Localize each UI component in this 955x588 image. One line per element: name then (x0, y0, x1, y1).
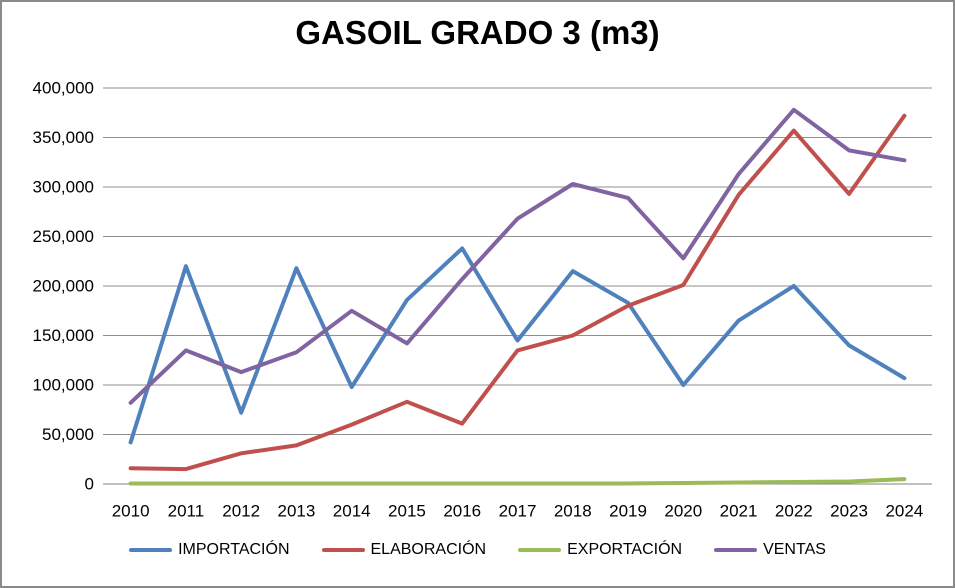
x-tick-label: 2015 (388, 502, 426, 521)
chart-legend: IMPORTACIÓN ELABORACIÓN EXPORTACIÓN VENT… (0, 541, 955, 559)
x-tick-label: 2020 (664, 502, 702, 521)
x-tick-label: 2012 (222, 502, 260, 521)
x-tick-label: 2011 (168, 502, 205, 521)
x-tick-label: 2024 (885, 502, 923, 521)
legend-label-importacion: IMPORTACIÓN (178, 541, 290, 558)
x-tick-label: 2016 (443, 502, 481, 521)
series-line-elaboracion (128, 113, 907, 472)
x-tick-label: 2010 (112, 502, 150, 521)
y-tick-label: 400,000 (33, 79, 94, 98)
legend-item-importacion: IMPORTACIÓN (129, 541, 290, 559)
legend-item-ventas: VENTAS (714, 541, 826, 559)
series-line-ventas (128, 107, 907, 405)
series-line-exportacion (128, 477, 907, 486)
legend-label-ventas: VENTAS (763, 541, 826, 558)
x-tick-label: 2014 (333, 502, 371, 521)
x-tick-label: 2022 (775, 502, 813, 521)
legend-label-elaboracion: ELABORACIÓN (370, 541, 487, 558)
chart-title: GASOIL GRADO 3 (m3) (295, 14, 660, 51)
legend-swatch-importacion (129, 548, 173, 552)
legend-swatch-exportacion (518, 548, 562, 552)
x-tick-label: 2017 (499, 502, 537, 521)
y-tick-label: 100,000 (33, 376, 94, 395)
y-tick-label: 200,000 (33, 277, 94, 296)
x-tick-label: 2021 (720, 502, 758, 521)
legend-item-exportacion: EXPORTACIÓN (518, 541, 682, 559)
series-line-importacion (128, 246, 907, 445)
y-tick-label: 50,000 (42, 425, 94, 444)
legend-label-exportacion: EXPORTACIÓN (567, 541, 683, 558)
x-tick-label: 2018 (554, 502, 592, 521)
y-tick-label: 0 (85, 475, 94, 494)
legend-item-elaboracion: ELABORACIÓN (321, 541, 487, 559)
x-tick-label: 2013 (278, 502, 316, 521)
y-tick-label: 350,000 (33, 128, 94, 147)
y-tick-label: 250,000 (33, 227, 94, 246)
x-tick-label: 2019 (609, 502, 647, 521)
y-tick-label: 150,000 (33, 326, 94, 345)
y-tick-label: 300,000 (33, 178, 94, 197)
legend-swatch-ventas (714, 548, 758, 552)
x-tick-label: 2023 (830, 502, 868, 521)
legend-swatch-elaboracion (321, 548, 365, 552)
chart-plot-area: 0 50,000 100,000 150,000 200,000 250,000 300,0… (33, 79, 932, 521)
